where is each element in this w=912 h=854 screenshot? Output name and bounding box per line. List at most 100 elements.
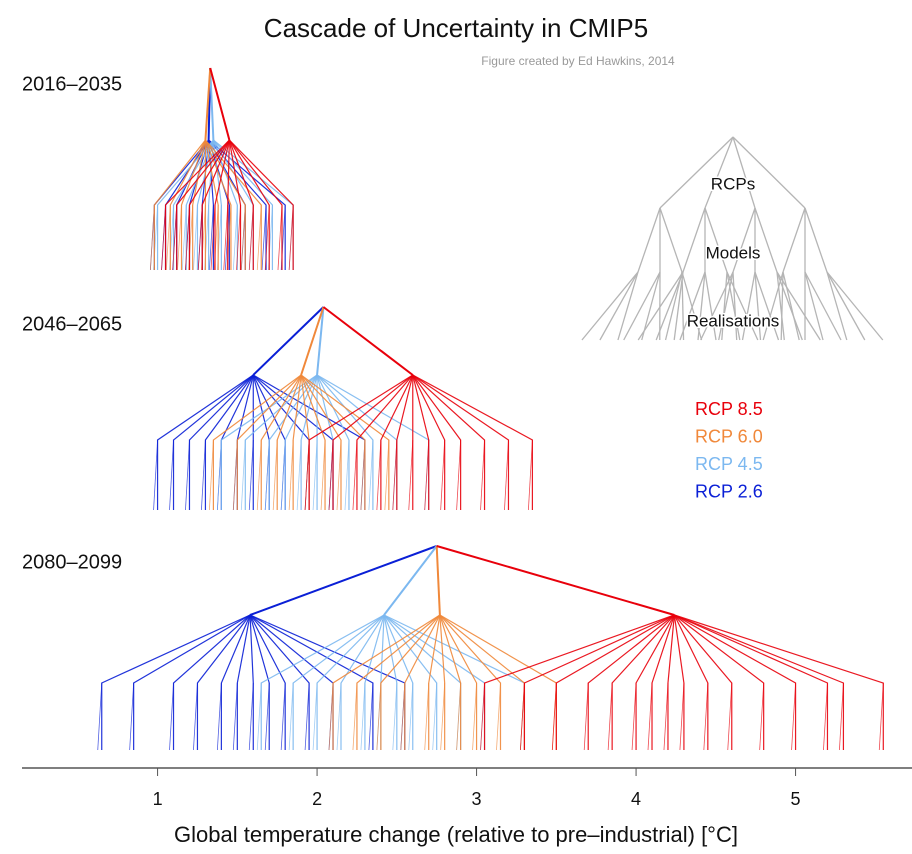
schematic-line [659, 207, 683, 273]
realisation-line [208, 204, 214, 271]
realisation-line [232, 439, 238, 511]
realisation-line [169, 682, 174, 751]
realisation-line [97, 682, 103, 751]
realisation-line [240, 439, 246, 511]
realisation-line [360, 682, 366, 751]
realisation-line [181, 204, 187, 271]
realisation-line [304, 682, 310, 751]
realisation-line [823, 682, 828, 751]
realisation-line [424, 439, 430, 511]
realisation-line [153, 439, 158, 511]
realisation-line [456, 439, 462, 511]
realisation-line [312, 439, 318, 511]
model-line [172, 614, 251, 750]
model-line [356, 614, 441, 750]
schematic-line [679, 271, 706, 341]
realisation-line [376, 682, 382, 751]
model-line [332, 614, 441, 750]
realisation-line [193, 204, 198, 271]
x-tick-label: 4 [631, 789, 641, 809]
subtitle: Figure created by Ed Hawkins, 2014 [481, 54, 675, 68]
model-line [555, 614, 675, 750]
realisation-line [193, 682, 198, 751]
schematic-line [704, 136, 734, 209]
model-line [396, 374, 414, 510]
realisation-line [223, 204, 229, 271]
schematic-line [732, 207, 756, 273]
model-line [169, 139, 206, 270]
realisation-line [520, 682, 525, 751]
realisation-line [424, 682, 430, 751]
schematic-line [776, 271, 803, 341]
realisation-line [703, 682, 709, 751]
realisation-line [232, 204, 238, 271]
schematic-line [754, 271, 762, 341]
realisation-line [352, 682, 358, 751]
realisation-line [456, 682, 462, 751]
schematic-label: RCPs [711, 174, 755, 193]
realisation-line [368, 682, 374, 751]
realisation-line [201, 439, 206, 511]
realisation-line [480, 439, 485, 511]
schematic-line [804, 271, 824, 341]
realisation-line [647, 682, 653, 751]
legend-label: RCP 6.0 [695, 426, 763, 446]
model-line [439, 614, 502, 750]
schematic-line [762, 271, 784, 341]
legend-label: RCP 2.6 [695, 481, 763, 501]
realisation-line [272, 439, 278, 511]
realisation-line [320, 439, 326, 511]
chart-title: Cascade of Uncertainty in CMIP5 [264, 13, 648, 43]
realisation-line [185, 204, 190, 271]
realisation-line [208, 439, 214, 511]
realisation-line [197, 204, 203, 271]
realisation-line [248, 204, 254, 271]
rcp-line [322, 306, 414, 376]
schematic-line [732, 271, 738, 341]
model-line [412, 374, 430, 510]
realisation-line [496, 682, 501, 751]
schematic-line [641, 271, 661, 341]
schematic-line [681, 271, 703, 341]
schematic-line [804, 207, 828, 273]
model-line [412, 374, 533, 510]
period-label: 2080–2099 [22, 551, 122, 573]
realisation-line [288, 682, 294, 751]
realisation-line [177, 204, 182, 271]
realisation-line [288, 204, 294, 271]
schematic-line [741, 271, 756, 341]
schematic-line [780, 271, 784, 341]
realisation-line [232, 682, 238, 751]
realisation-line [432, 682, 438, 751]
legend-label: RCP 4.5 [695, 454, 763, 474]
realisation-line [296, 439, 302, 511]
schematic-line [732, 136, 806, 209]
realisation-line [376, 439, 382, 511]
schematic-label: Models [706, 243, 761, 262]
model-line [249, 614, 310, 750]
realisation-line [392, 682, 398, 751]
realisation-line [165, 204, 171, 271]
realisation-line [440, 439, 446, 511]
realisation-line [328, 439, 334, 511]
realisation-line [400, 682, 406, 751]
model-line [587, 614, 675, 750]
model-line [316, 614, 385, 750]
realisation-line [248, 682, 254, 751]
realisation-line [759, 682, 765, 751]
x-tick-label: 1 [153, 789, 163, 809]
schematic-line [637, 271, 684, 341]
schematic-line [581, 271, 639, 341]
realisation-line [384, 439, 390, 511]
realisation-line [360, 439, 366, 511]
schematic-line [637, 207, 661, 273]
realisation-line [480, 682, 485, 751]
model-line [412, 374, 462, 510]
x-tick-label: 3 [472, 789, 482, 809]
realisation-line [504, 439, 509, 511]
schematic-line [754, 207, 778, 273]
schematic-line [732, 136, 756, 209]
x-tick-label: 2 [312, 789, 322, 809]
schematic-line [697, 271, 706, 341]
